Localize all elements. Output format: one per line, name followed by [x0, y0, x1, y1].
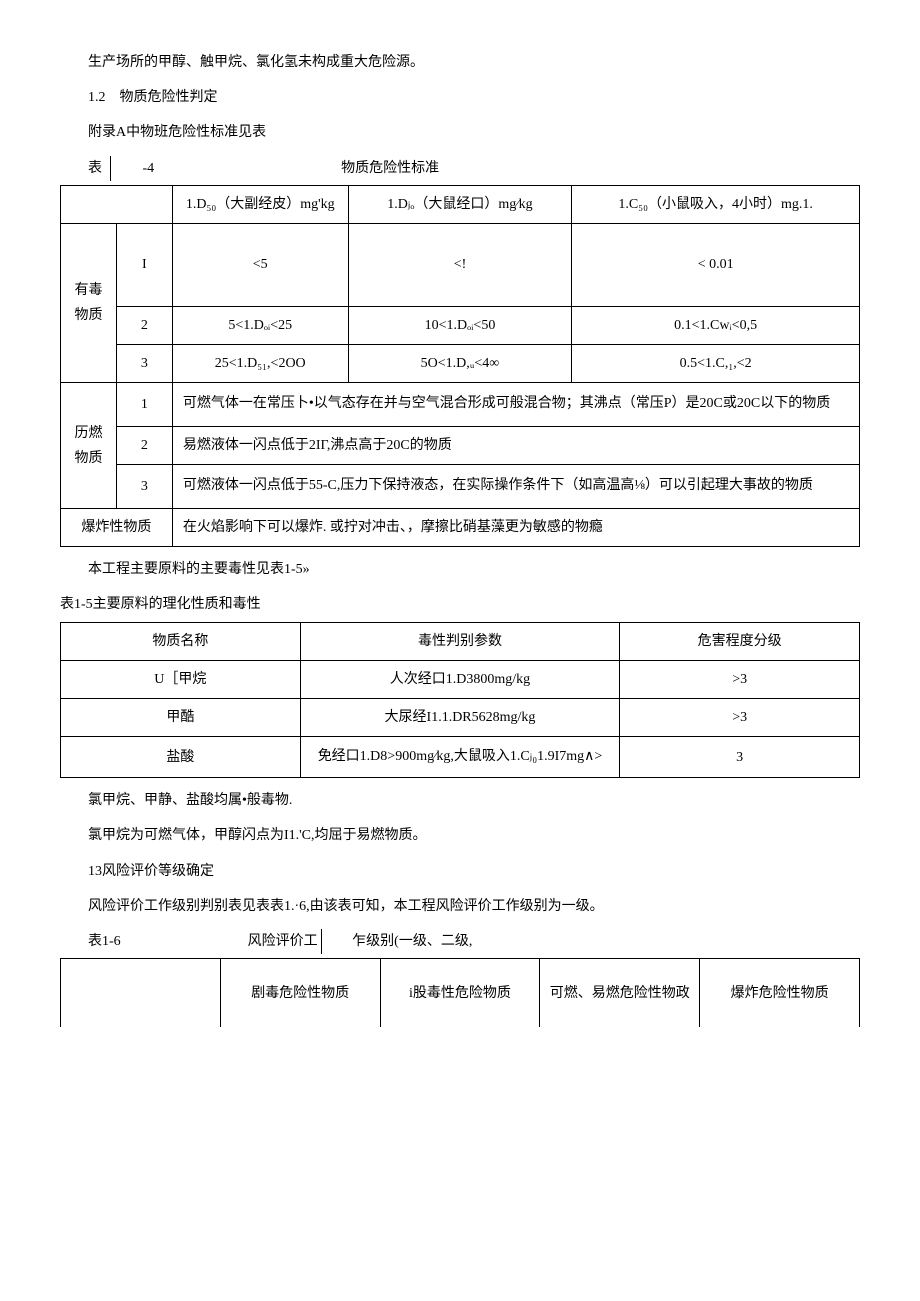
table-cell: 3 — [116, 345, 172, 383]
risk-level-table: 剧毒危险性物质 i股毒性危险物质 可燃、易燃危险性物政 爆炸危险性物质 — [60, 958, 860, 1027]
paragraph: 氯甲烷为可燃气体，甲醇闪点为I1.'C,均屈于易燃物质。 — [60, 823, 860, 848]
header-cell — [61, 959, 221, 1028]
table-cell: 5<1.Dₒᵢ<25 — [172, 306, 348, 344]
table-cell: 甲酷 — [61, 699, 301, 737]
table-cell: <! — [348, 223, 572, 306]
table-cell: 人次经口1.D3800mg/kg — [300, 660, 620, 698]
paragraph: 13风险评价等级确定 — [60, 859, 860, 884]
paragraph: 生产场所的甲醇、触甲烷、氯化氢未构成重大危险源。 — [60, 50, 860, 75]
table-cell: < 0.01 — [572, 223, 860, 306]
table-cell: 盐酸 — [61, 737, 301, 778]
caption-part: 风险评价工 — [248, 934, 318, 949]
caption-part: 乍级别(一级、二级, — [321, 929, 472, 954]
table-cell: 可燃液体一闪点低于55-C,压力下保持液态，在实际操作条件下（如高温高⅛）可以引… — [172, 465, 859, 509]
table-cell: 10<1.Dₒᵢ<50 — [348, 306, 572, 344]
table-cell: 0.5<1.C,₁,<2 — [572, 345, 860, 383]
section-heading: 1.2 物质危险性判定 — [60, 85, 860, 110]
table-cell: I — [116, 223, 172, 306]
table-cell: >3 — [620, 699, 860, 737]
table-cell: 5O<1.D,ᵤ<4∞ — [348, 345, 572, 383]
table-cell: 3 — [116, 465, 172, 509]
table-caption: 表1-5主要原料的理化性质和毒性 — [60, 592, 860, 617]
header-cell: 1.Dⱼₒ（大鼠经口）mg∕kg — [348, 185, 572, 223]
paragraph: 附录A中物班危险性标准见表 — [60, 120, 860, 145]
table-cell: U［甲烷 — [61, 660, 301, 698]
category-cell: 历燃物质 — [61, 383, 117, 509]
table-cell: 2 — [116, 427, 172, 465]
caption-part: 物质危险性标准 — [341, 161, 439, 176]
header-cell: 毒性判别参数 — [300, 622, 620, 660]
table-cell: 25<1.D₅₁,<2OO — [172, 345, 348, 383]
header-cell: 1.C₅₀（小鼠吸入，4小时）mg.1. — [572, 185, 860, 223]
table-cell: 免经口1.D8>900mg∕kg,大鼠吸入1.Cⱼ₀1.9I7mg∧> — [300, 737, 620, 778]
table-cell: 1 — [116, 383, 172, 427]
table-caption: 表1-6 风险评价工 乍级别(一级、二级, — [60, 929, 860, 954]
hazard-criteria-table: 1.D₅₀（大副经皮）mg'kg 1.Dⱼₒ（大鼠经口）mg∕kg 1.C₅₀（… — [60, 185, 860, 548]
table-cell: 0.1<1.Cwᵢ<0,5 — [572, 306, 860, 344]
header-cell: 剧毒危险性物质 — [220, 959, 380, 1028]
category-cell: 有毒物质 — [61, 223, 117, 382]
table-cell: 2 — [116, 306, 172, 344]
header-cell: i股毒性危险物质 — [380, 959, 540, 1028]
header-cell: 危害程度分级 — [620, 622, 860, 660]
caption-part: -4 — [110, 156, 155, 181]
table-cell: >3 — [620, 660, 860, 698]
table-cell: 大尿经I1.1.DR5628mg/kg — [300, 699, 620, 737]
table-cell: <5 — [172, 223, 348, 306]
header-cell — [61, 185, 173, 223]
table-caption: 表 -4 物质危险性标准 — [60, 156, 860, 181]
caption-part: 表 — [88, 161, 102, 176]
paragraph: 本工程主要原料的主要毒性见表1-5» — [60, 557, 860, 582]
table-cell: 3 — [620, 737, 860, 778]
material-toxicity-table: 物质名称 毒性判别参数 危害程度分级 U［甲烷 人次经口1.D3800mg/kg… — [60, 622, 860, 779]
paragraph: 氯甲烷、甲静、盐酸均属•般毒物. — [60, 788, 860, 813]
header-cell: 爆炸危险性物质 — [700, 959, 860, 1028]
paragraph: 风险评价工作级别判别表见表表1.·6,由该表可知，本工程风险评价工作级别为一级。 — [60, 894, 860, 919]
header-cell: 可燃、易燃危险性物政 — [540, 959, 700, 1028]
header-cell: 物质名称 — [61, 622, 301, 660]
caption-part: 表1-6 — [88, 934, 121, 949]
table-cell: 可燃气体一在常压卜•以气态存在并与空气混合形成可般混合物；其沸点（常压P）是20… — [172, 383, 859, 427]
table-cell: 易燃液体一闪点低于2IΓ,沸点高于20C的物质 — [172, 427, 859, 465]
header-cell: 1.D₅₀（大副经皮）mg'kg — [172, 185, 348, 223]
table-cell: 在火焰影响下可以爆炸. 或拧对冲击、，摩擦比硝基藻更为敏感的物瘾 — [172, 509, 859, 547]
category-cell: 爆炸性物质 — [61, 509, 173, 547]
